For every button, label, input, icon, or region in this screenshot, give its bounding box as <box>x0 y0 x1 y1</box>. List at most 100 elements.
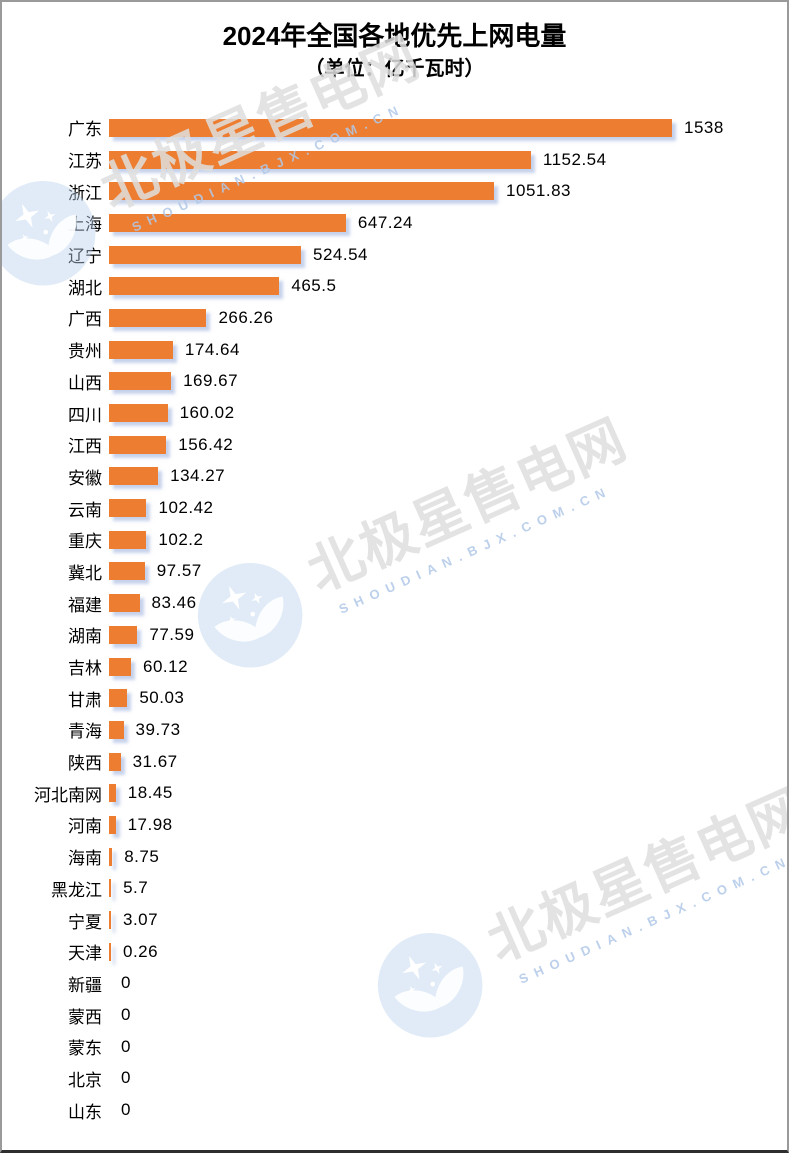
value-label: 156.42 <box>178 434 234 454</box>
chart-row: 上海 647.24 <box>2 207 787 239</box>
bar-track: 1051.83 <box>109 181 787 201</box>
value-label: 134.27 <box>170 466 226 486</box>
bar-track: 31.67 <box>109 752 787 772</box>
bar-track: 0 <box>109 1005 787 1025</box>
category-label: 云南 <box>68 500 102 520</box>
value-label: 102.42 <box>158 498 214 518</box>
chart-row: 云南 102.42 <box>2 492 787 524</box>
category-label: 蒙西 <box>68 1007 102 1027</box>
value-label: 77.59 <box>149 624 195 644</box>
bar-track: 102.42 <box>109 498 787 518</box>
category-label: 安徽 <box>68 468 102 488</box>
bar <box>109 435 167 454</box>
bar-track: 39.73 <box>109 720 787 740</box>
bar <box>109 942 111 961</box>
bar <box>109 657 131 676</box>
bar-track: 3.07 <box>109 910 787 930</box>
value-label: 0 <box>121 973 131 993</box>
value-label: 647.24 <box>357 212 413 232</box>
bar-track: 5.7 <box>109 878 787 898</box>
category-label: 江苏 <box>68 152 102 172</box>
category-label: 湖北 <box>68 278 102 298</box>
value-label: 31.67 <box>132 751 178 771</box>
bar-track: 0 <box>109 1100 787 1120</box>
chart-row: 广西 266.26 <box>2 302 787 334</box>
chart-row: 宁夏 3.07 <box>2 904 787 936</box>
category-label: 山东 <box>68 1102 102 1122</box>
value-label: 160.02 <box>179 403 235 423</box>
chart-row: 江西 156.42 <box>2 429 787 461</box>
category-label: 湖南 <box>68 627 102 647</box>
bar-track: 0 <box>109 1068 787 1088</box>
bar <box>109 594 140 613</box>
bar-track: 465.5 <box>109 276 787 296</box>
category-label: 吉林 <box>68 659 102 679</box>
bar <box>109 720 124 739</box>
value-label: 169.67 <box>183 371 239 391</box>
bar-track: 18.45 <box>109 783 787 803</box>
chart-row: 广东 1538 <box>2 112 787 144</box>
bar-track: 102.2 <box>109 530 787 550</box>
chart-row: 山西 169.67 <box>2 366 787 398</box>
chart-row: 北京 0 <box>2 1063 787 1095</box>
bar <box>109 752 121 771</box>
bar-track: 0 <box>109 1037 787 1057</box>
value-label: 102.2 <box>158 529 204 549</box>
chart-row: 蒙西 0 <box>2 999 787 1031</box>
chart-row: 冀北 97.57 <box>2 556 787 588</box>
bar-track: 0.26 <box>109 942 787 962</box>
category-label: 新疆 <box>68 975 102 995</box>
bar <box>109 245 301 264</box>
category-label: 冀北 <box>68 563 102 583</box>
bar-track: 266.26 <box>109 308 787 328</box>
bar <box>109 150 531 169</box>
chart-row: 陕西 31.67 <box>2 746 787 778</box>
chart-row: 黑龙江 5.7 <box>2 873 787 905</box>
value-label: 0 <box>121 1005 131 1025</box>
bar-track: 0 <box>109 973 787 993</box>
value-label: 524.54 <box>313 244 368 264</box>
value-label: 3.07 <box>123 910 159 930</box>
bar-track: 17.98 <box>109 815 787 835</box>
bar <box>109 182 495 201</box>
chart-row: 贵州 174.64 <box>2 334 787 366</box>
value-label: 1152.54 <box>542 149 607 169</box>
value-label: 1051.83 <box>506 181 571 201</box>
category-label: 河北南网 <box>34 785 102 805</box>
bar-track: 1538 <box>109 118 787 138</box>
value-label: 0 <box>121 1036 131 1056</box>
bar-track: 1152.54 <box>109 150 787 170</box>
chart-row: 山东 0 <box>2 1094 787 1126</box>
value-label: 50.03 <box>139 688 185 708</box>
category-label: 江西 <box>68 437 102 457</box>
bar <box>109 372 172 391</box>
category-label: 四川 <box>68 405 102 425</box>
chart-row: 吉林 60.12 <box>2 651 787 683</box>
category-label: 蒙东 <box>68 1039 102 1059</box>
bar <box>109 467 159 486</box>
chart-row: 甘肃 50.03 <box>2 682 787 714</box>
bar <box>109 213 346 232</box>
chart-row: 海南 8.75 <box>2 841 787 873</box>
value-label: 60.12 <box>143 656 189 676</box>
bar <box>109 625 138 644</box>
bar-track: 160.02 <box>109 403 787 423</box>
chart-row: 辽宁 524.54 <box>2 239 787 271</box>
chart-row: 湖南 77.59 <box>2 619 787 651</box>
bar-track: 169.67 <box>109 371 787 391</box>
bar-track: 156.42 <box>109 435 787 455</box>
category-label: 黑龙江 <box>51 880 102 900</box>
bar <box>109 562 145 581</box>
chart-row: 天津 0.26 <box>2 936 787 968</box>
bar <box>109 784 116 803</box>
category-label: 甘肃 <box>68 690 102 710</box>
bar-track: 97.57 <box>109 561 787 581</box>
bar-track: 134.27 <box>109 466 787 486</box>
category-label: 山西 <box>68 373 102 393</box>
chart-row: 浙江 1051.83 <box>2 175 787 207</box>
bar-track: 647.24 <box>109 213 787 233</box>
value-label: 17.98 <box>127 814 173 834</box>
bar <box>109 499 147 518</box>
category-label: 北京 <box>68 1070 102 1090</box>
